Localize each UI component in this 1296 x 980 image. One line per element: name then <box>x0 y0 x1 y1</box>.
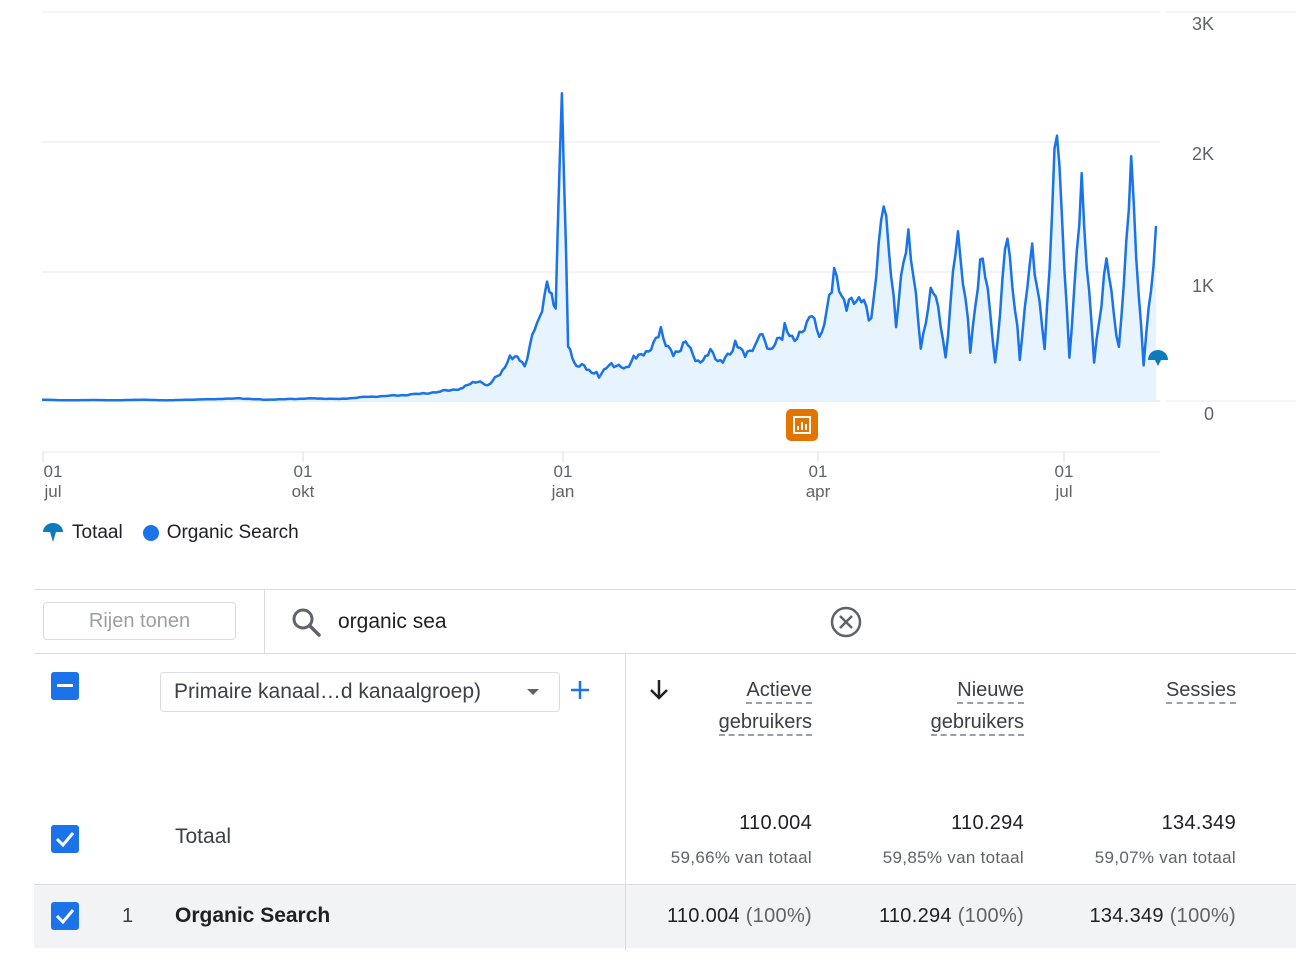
legend-label: Totaal <box>72 522 123 543</box>
dimension-select[interactable]: Primaire kanaal…d kanaalgroep) <box>160 672 560 712</box>
total-value: 110.004 <box>739 812 812 834</box>
divider <box>34 653 1296 654</box>
xtick-label: 01 jul <box>1054 462 1074 501</box>
xtick-label: 01 jan <box>551 462 575 501</box>
total-value: 110.294 <box>951 812 1024 834</box>
column-header-sessies[interactable]: Sessies <box>1096 674 1236 706</box>
totaal-series-marker-icon <box>1148 350 1168 366</box>
totaal-marker-icon <box>43 523 63 542</box>
clear-search-icon[interactable] <box>829 605 863 639</box>
column-header-nieuwe-gebruikers[interactable]: Nieuwe gebruikers <box>884 674 1024 738</box>
checkmark-icon <box>55 832 75 848</box>
total-pct: 59,85% van totaal <box>882 848 1024 867</box>
legend-label: Organic Search <box>166 522 299 543</box>
divider <box>34 589 1296 590</box>
divider <box>34 884 1296 885</box>
xtick-label: 01 okt <box>291 462 315 501</box>
totaal-label: Totaal <box>175 825 232 848</box>
divider <box>264 590 265 654</box>
search-icon <box>292 608 321 637</box>
add-dimension-icon[interactable] <box>568 678 592 702</box>
series-dot-icon <box>142 525 159 541</box>
dimension-select-label: Primaire kanaal…d kanaalgroep) <box>174 680 481 703</box>
dropdown-arrow-icon <box>527 689 539 695</box>
legend-item-totaal[interactable]: Totaal <box>42 522 123 544</box>
ytick-label: 3K <box>1192 14 1214 34</box>
rows-button[interactable]: Rijen tonen <box>43 602 236 640</box>
column-divider <box>625 884 626 948</box>
indeterminate-icon <box>57 684 73 687</box>
checkmark-icon <box>55 909 75 925</box>
total-pct: 59,66% van totaal <box>670 848 812 867</box>
row-metric: 110.004 (100%) <box>666 905 812 927</box>
column-header-actieve-gebruikers[interactable]: Actieve gebruikers <box>672 674 812 738</box>
xtick-label: 01 apr <box>805 462 831 501</box>
ytick-label: 1K <box>1192 276 1214 296</box>
select-all-checkbox[interactable] <box>51 672 79 700</box>
legend-item-organic-search[interactable]: Organic Search <box>142 522 299 544</box>
column-divider <box>625 654 626 950</box>
ytick-label: 0 <box>1204 404 1214 424</box>
sort-descending-icon[interactable] <box>648 678 670 702</box>
row-metric: 110.294 (100%) <box>878 905 1024 927</box>
annotation-icon[interactable] <box>786 409 818 441</box>
series-line-organic-search <box>42 92 1158 402</box>
line-chart: 3K 2K 1K 0 <box>42 11 1296 462</box>
row-index: 1 <box>122 905 134 927</box>
total-value: 134.349 <box>1161 812 1236 834</box>
row-checkbox[interactable] <box>51 902 79 930</box>
row-dimension-value: Organic Search <box>175 904 331 927</box>
total-pct: 59,07% van totaal <box>1094 848 1236 867</box>
totaal-checkbox[interactable] <box>51 825 79 853</box>
ytick-label: 2K <box>1192 144 1214 164</box>
xtick-label: 01 jul <box>43 462 63 501</box>
chart-legend: Totaal Organic Search <box>42 522 319 544</box>
search-input[interactable] <box>338 606 808 638</box>
row-metric: 134.349 (100%) <box>1089 905 1236 927</box>
series-area-organic-search <box>42 93 1156 402</box>
table-row[interactable] <box>34 884 1296 948</box>
